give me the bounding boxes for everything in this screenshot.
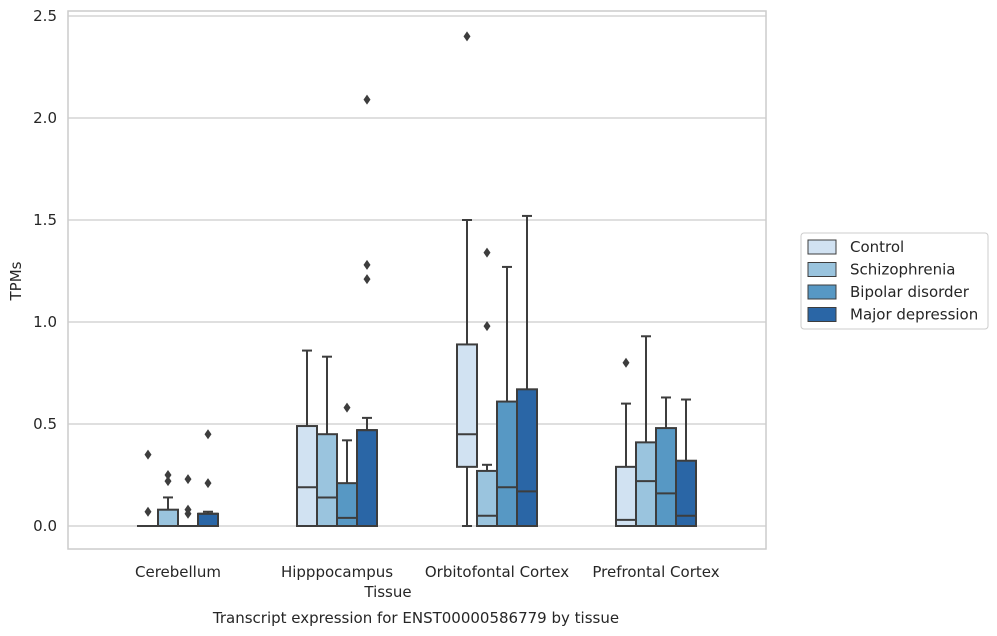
box-body bbox=[336, 482, 358, 528]
x-tick-label: Prefrontal Cortex bbox=[592, 563, 719, 581]
outlier-point bbox=[144, 449, 152, 460]
box-major-depression bbox=[516, 214, 538, 527]
box-body bbox=[476, 469, 498, 528]
outlier-point bbox=[363, 94, 371, 105]
outlier-point bbox=[204, 429, 212, 440]
box-body bbox=[635, 441, 657, 527]
legend-swatch bbox=[807, 239, 837, 255]
plot-frame bbox=[67, 10, 767, 550]
outlier-point bbox=[463, 31, 471, 42]
x-tick-label: Cerebellum bbox=[135, 563, 221, 581]
box-body bbox=[296, 425, 318, 528]
outlier-point bbox=[164, 470, 172, 480]
box-body bbox=[356, 429, 378, 527]
chart-caption: Transcript expression for ENST0000058677… bbox=[212, 609, 619, 627]
legend-frame bbox=[800, 232, 989, 330]
box-major-depression bbox=[197, 429, 219, 528]
legend-label: Schizophrenia bbox=[850, 261, 955, 279]
outlier-point bbox=[184, 504, 192, 515]
box-body bbox=[496, 400, 518, 527]
y-axis-title: TPMs bbox=[7, 261, 25, 301]
y-tick-label: 0.5 bbox=[33, 415, 57, 433]
x-tick-label: Hipppocampus bbox=[281, 563, 393, 581]
outlier-point bbox=[483, 247, 491, 258]
box-major-depression bbox=[675, 398, 697, 527]
outlier-point bbox=[204, 478, 212, 489]
outlier-point bbox=[164, 476, 172, 487]
box-schizophrenia bbox=[635, 335, 657, 527]
outlier-point bbox=[483, 321, 491, 332]
legend-swatch bbox=[807, 307, 837, 322]
box-body bbox=[675, 459, 697, 527]
box-body bbox=[516, 388, 538, 527]
box-body bbox=[456, 343, 478, 468]
box-schizophrenia bbox=[476, 247, 498, 528]
box-major-depression bbox=[356, 94, 378, 527]
box-body bbox=[157, 508, 179, 527]
box-schizophrenia bbox=[316, 355, 338, 528]
legend: Control Schizophrenia Bipolar disorder Majo… bbox=[800, 232, 989, 330]
outlier-point bbox=[363, 274, 371, 285]
outlier-point bbox=[622, 357, 630, 368]
y-tick-label: 0.0 bbox=[33, 517, 57, 535]
box-bipolar-disorder bbox=[496, 265, 518, 527]
legend-label: Bipolar disorder bbox=[850, 283, 970, 301]
x-tick-label: Orbitofontal Cortex bbox=[425, 563, 569, 581]
box-body bbox=[316, 433, 338, 528]
outlier-point bbox=[184, 474, 192, 485]
y-tick-label: 2.0 bbox=[33, 109, 57, 127]
box-body bbox=[197, 512, 219, 528]
y-tick-label: 2.5 bbox=[33, 7, 57, 25]
outlier-point bbox=[363, 259, 371, 270]
legend-swatch bbox=[807, 262, 837, 277]
box-control bbox=[615, 357, 637, 527]
outlier-point bbox=[343, 402, 351, 413]
box-control bbox=[456, 31, 478, 527]
box-schizophrenia bbox=[157, 470, 179, 527]
x-axis-title: Tissue bbox=[363, 583, 411, 601]
legend-label: Control bbox=[850, 238, 904, 256]
y-axis-ticks: 0.0 0.5 1.0 1.5 2.0 2.5 bbox=[33, 7, 57, 535]
legend-swatch bbox=[807, 284, 837, 300]
x-axis-ticks: Cerebellum Hipppocampus Orbitofontal Corte… bbox=[135, 563, 720, 581]
outlier-point bbox=[144, 506, 152, 517]
legend-label: Major depression bbox=[850, 306, 978, 324]
y-tick-label: 1.0 bbox=[33, 313, 57, 331]
box-body bbox=[615, 465, 637, 527]
boxes bbox=[137, 31, 697, 528]
box-body bbox=[655, 427, 677, 527]
y-tick-label: 1.5 bbox=[33, 211, 57, 229]
